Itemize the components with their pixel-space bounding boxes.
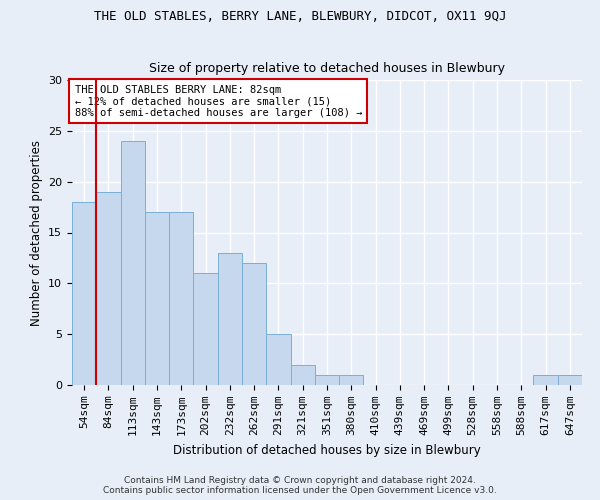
Text: THE OLD STABLES BERRY LANE: 82sqm
← 12% of detached houses are smaller (15)
88% : THE OLD STABLES BERRY LANE: 82sqm ← 12% … [74, 84, 362, 118]
Bar [315, 375, 339, 385]
Text: Contains HM Land Registry data © Crown copyright and database right 2024.
Contai: Contains HM Land Registry data © Crown c… [103, 476, 497, 495]
Bar [266, 334, 290, 385]
Bar [558, 375, 582, 385]
Title: Size of property relative to detached houses in Blewbury: Size of property relative to detached ho… [149, 62, 505, 74]
Bar [290, 364, 315, 385]
Bar [96, 192, 121, 385]
Bar [242, 263, 266, 385]
Bar [72, 202, 96, 385]
Bar [145, 212, 169, 385]
Bar [121, 141, 145, 385]
X-axis label: Distribution of detached houses by size in Blewbury: Distribution of detached houses by size … [173, 444, 481, 456]
Bar [193, 273, 218, 385]
Bar [339, 375, 364, 385]
Bar [218, 253, 242, 385]
Y-axis label: Number of detached properties: Number of detached properties [29, 140, 43, 326]
Bar [169, 212, 193, 385]
Bar [533, 375, 558, 385]
Text: THE OLD STABLES, BERRY LANE, BLEWBURY, DIDCOT, OX11 9QJ: THE OLD STABLES, BERRY LANE, BLEWBURY, D… [94, 10, 506, 23]
